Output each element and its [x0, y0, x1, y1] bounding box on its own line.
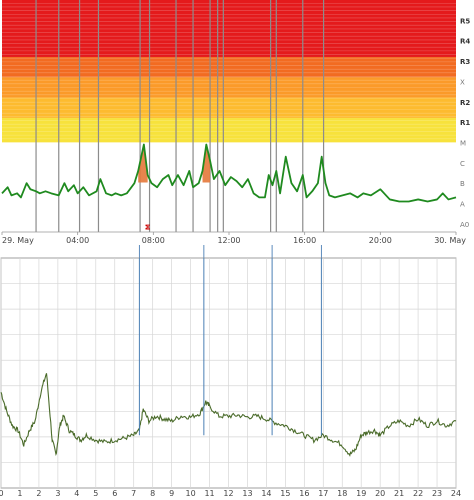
- event-lines: [35, 0, 325, 232]
- bottom-x-tick-label: 21: [394, 489, 404, 498]
- bottom-x-tick-label: 13: [242, 489, 252, 498]
- class-label-r3: R3: [460, 58, 470, 66]
- bottom-x-tick-label: 16: [299, 489, 309, 498]
- top-x-tick-label: 16:00: [293, 236, 316, 245]
- bottom-x-tick-label: 15: [280, 489, 290, 498]
- bottom-x-tick-label: 2: [36, 489, 41, 498]
- class-label-b: B: [460, 180, 465, 188]
- top-x-tick-label: 30. May: [434, 236, 466, 245]
- bottom-x-tick-label: 10: [185, 489, 195, 498]
- bottom-x-tick-label: 22: [413, 489, 423, 498]
- class-label-a: A: [460, 201, 465, 209]
- bottom-x-tick-label: 0: [0, 489, 4, 498]
- top-x-tick-label: 29. May: [2, 236, 34, 245]
- bottom-grid: [0, 258, 457, 488]
- bottom-x-tick-label: 23: [432, 489, 442, 498]
- bottom-x-tick-label: 11: [204, 489, 214, 498]
- top-x-tick-label: 20:00: [369, 236, 392, 245]
- connector-lines: [138, 245, 322, 258]
- class-label-r2: R2: [460, 99, 470, 107]
- bottom-x-tick-label: 3: [55, 489, 60, 498]
- bottom-chart: 0 1 2 3 4 5 6 7 8 9 10 11 12 13 14 15 16 17 18 19 20 21 22 23 24: [0, 257, 461, 498]
- class-label-r1: R1: [460, 119, 470, 127]
- class-label-r4: R4: [460, 38, 470, 46]
- top-x-tick-label: 04:00: [66, 236, 89, 245]
- bottom-x-tick-label: 4: [74, 489, 79, 498]
- class-label-m: M: [460, 139, 466, 147]
- class-label-x: X: [460, 78, 465, 86]
- bottom-x-tick-label: 19: [356, 489, 366, 498]
- band-r1: [2, 118, 456, 143]
- bottom-x-tick-label: 5: [93, 489, 98, 498]
- top-x-axis: 29. May 04:00 08:00 12:00 16:00 20:00 30. May: [1, 231, 466, 245]
- class-label-c: C: [460, 160, 465, 168]
- band-r2: [2, 97, 456, 119]
- bottom-x-tick-label: 9: [169, 489, 174, 498]
- band-r3: [2, 77, 456, 98]
- bottom-x-tick-label: 17: [318, 489, 328, 498]
- flux-line: [1, 143, 457, 203]
- top-flux-chart: R5 R4 R3 X R2 R1 M C B A A0 M 29. May 04:00 08:00 12:…: [1, 0, 470, 245]
- class-label-a0: A0: [460, 221, 469, 229]
- bottom-x-tick-label: 14: [261, 489, 271, 498]
- bottom-x-tick-label: 8: [150, 489, 155, 498]
- bottom-x-tick-label: 12: [223, 489, 233, 498]
- bottom-line: [0, 373, 457, 457]
- class-label-r5: R5: [460, 17, 470, 25]
- flare-fill: [138, 144, 148, 183]
- bottom-x-axis: 0 1 2 3 4 5 6 7 8 9 10 11 12 13 14 15 16 17 18 19 20 21 22 23 24: [0, 489, 461, 498]
- bottom-x-tick-label: 6: [112, 489, 117, 498]
- top-x-tick-label: 08:00: [142, 236, 165, 245]
- alert-bands: [2, 0, 456, 143]
- bottom-x-tick-label: 1: [17, 489, 22, 498]
- bottom-x-tick-label: 24: [451, 489, 461, 498]
- band-labels: R5 R4 R3 X R2 R1 M C B A A0: [460, 17, 470, 229]
- bottom-x-tick-label: 20: [375, 489, 385, 498]
- top-x-tick-label: 12:00: [217, 236, 240, 245]
- bottom-x-tick-label: 18: [337, 489, 347, 498]
- band-r5: [2, 0, 456, 57]
- flare-marker: M: [145, 224, 152, 230]
- flux-series: [1, 143, 457, 203]
- bottom-x-tick-label: 7: [131, 489, 136, 498]
- bottom-series: [0, 258, 457, 457]
- event-markers: M: [145, 224, 152, 230]
- band-r4: [2, 56, 456, 78]
